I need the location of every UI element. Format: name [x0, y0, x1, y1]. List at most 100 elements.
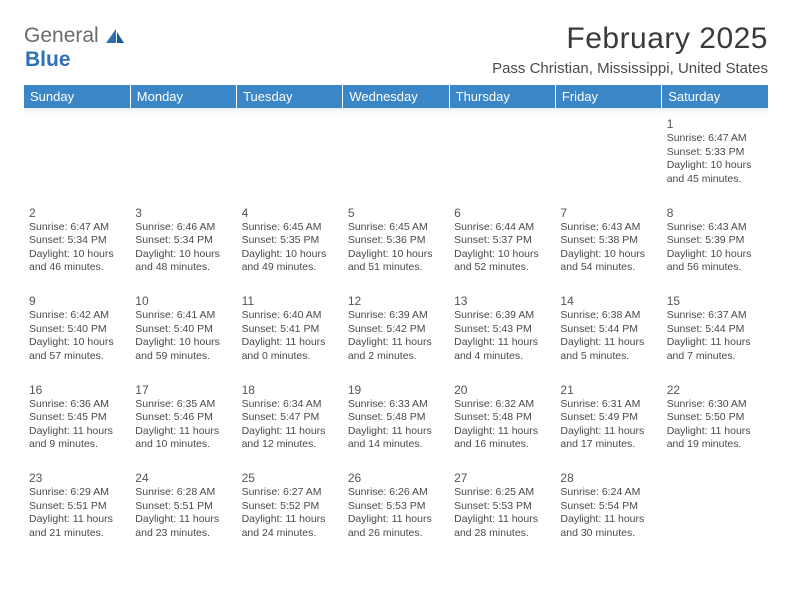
day-cell: 19Sunrise: 6:33 AMSunset: 5:48 PMDayligh… [343, 380, 449, 468]
month-title: February 2025 [492, 22, 768, 56]
day-cell: 18Sunrise: 6:34 AMSunset: 5:47 PMDayligh… [237, 380, 343, 468]
sunset-text: Sunset: 5:46 PM [135, 411, 231, 425]
sunrise-text: Sunrise: 6:46 AM [135, 221, 231, 235]
week-row: 1Sunrise: 6:47 AMSunset: 5:33 PMDaylight… [24, 114, 768, 202]
daylight-text: Daylight: 11 hours and 12 minutes. [242, 425, 338, 452]
day-cell: 9Sunrise: 6:42 AMSunset: 5:40 PMDaylight… [24, 291, 130, 379]
day-cell: 7Sunrise: 6:43 AMSunset: 5:38 PMDaylight… [555, 203, 661, 291]
day-number: 20 [454, 383, 550, 397]
sunrise-text: Sunrise: 6:24 AM [560, 486, 656, 500]
daylight-text: Daylight: 10 hours and 51 minutes. [348, 248, 444, 275]
day-info: Sunrise: 6:28 AMSunset: 5:51 PMDaylight:… [135, 486, 231, 541]
day-info: Sunrise: 6:24 AMSunset: 5:54 PMDaylight:… [560, 486, 656, 541]
empty-cell [343, 114, 449, 202]
weekday-header-row: SundayMondayTuesdayWednesdayThursdayFrid… [24, 85, 768, 108]
day-cell: 22Sunrise: 6:30 AMSunset: 5:50 PMDayligh… [662, 380, 768, 468]
sunset-text: Sunset: 5:53 PM [454, 500, 550, 514]
daylight-text: Daylight: 11 hours and 16 minutes. [454, 425, 550, 452]
day-number: 6 [454, 206, 550, 220]
day-number: 22 [667, 383, 763, 397]
location: Pass Christian, Mississippi, United Stat… [492, 60, 768, 77]
day-number: 15 [667, 294, 763, 308]
day-cell: 17Sunrise: 6:35 AMSunset: 5:46 PMDayligh… [130, 380, 236, 468]
sunrise-text: Sunrise: 6:44 AM [454, 221, 550, 235]
day-cell: 2Sunrise: 6:47 AMSunset: 5:34 PMDaylight… [24, 203, 130, 291]
sail-icon [104, 27, 126, 50]
daylight-text: Daylight: 11 hours and 23 minutes. [135, 513, 231, 540]
sunrise-text: Sunrise: 6:43 AM [560, 221, 656, 235]
day-cell: 26Sunrise: 6:26 AMSunset: 5:53 PMDayligh… [343, 468, 449, 556]
day-info: Sunrise: 6:33 AMSunset: 5:48 PMDaylight:… [348, 398, 444, 453]
sunrise-text: Sunrise: 6:38 AM [560, 309, 656, 323]
sunrise-text: Sunrise: 6:33 AM [348, 398, 444, 412]
sunset-text: Sunset: 5:44 PM [667, 323, 763, 337]
day-info: Sunrise: 6:38 AMSunset: 5:44 PMDaylight:… [560, 309, 656, 364]
sunset-text: Sunset: 5:38 PM [560, 234, 656, 248]
header: General Blue February 2025 Pass Christia… [24, 22, 768, 77]
week-row: 23Sunrise: 6:29 AMSunset: 5:51 PMDayligh… [24, 468, 768, 556]
day-number: 27 [454, 471, 550, 485]
daylight-text: Daylight: 11 hours and 19 minutes. [667, 425, 763, 452]
sunrise-text: Sunrise: 6:47 AM [667, 132, 763, 146]
daylight-text: Daylight: 10 hours and 54 minutes. [560, 248, 656, 275]
day-info: Sunrise: 6:39 AMSunset: 5:42 PMDaylight:… [348, 309, 444, 364]
logo-part2: Blue [25, 48, 71, 71]
sunrise-text: Sunrise: 6:45 AM [348, 221, 444, 235]
day-cell: 20Sunrise: 6:32 AMSunset: 5:48 PMDayligh… [449, 380, 555, 468]
day-number: 1 [667, 117, 763, 131]
daylight-text: Daylight: 11 hours and 2 minutes. [348, 336, 444, 363]
sunrise-text: Sunrise: 6:28 AM [135, 486, 231, 500]
day-cell: 24Sunrise: 6:28 AMSunset: 5:51 PMDayligh… [130, 468, 236, 556]
weekday-header: Wednesday [343, 85, 449, 108]
day-cell: 8Sunrise: 6:43 AMSunset: 5:39 PMDaylight… [662, 203, 768, 291]
day-number: 26 [348, 471, 444, 485]
day-cell: 25Sunrise: 6:27 AMSunset: 5:52 PMDayligh… [237, 468, 343, 556]
sunrise-text: Sunrise: 6:47 AM [29, 221, 125, 235]
daylight-text: Daylight: 11 hours and 9 minutes. [29, 425, 125, 452]
day-cell: 4Sunrise: 6:45 AMSunset: 5:35 PMDaylight… [237, 203, 343, 291]
day-info: Sunrise: 6:40 AMSunset: 5:41 PMDaylight:… [242, 309, 338, 364]
day-info: Sunrise: 6:31 AMSunset: 5:49 PMDaylight:… [560, 398, 656, 453]
day-info: Sunrise: 6:45 AMSunset: 5:35 PMDaylight:… [242, 221, 338, 276]
daylight-text: Daylight: 11 hours and 0 minutes. [242, 336, 338, 363]
sunset-text: Sunset: 5:49 PM [560, 411, 656, 425]
day-info: Sunrise: 6:25 AMSunset: 5:53 PMDaylight:… [454, 486, 550, 541]
day-cell: 10Sunrise: 6:41 AMSunset: 5:40 PMDayligh… [130, 291, 236, 379]
sunrise-text: Sunrise: 6:40 AM [242, 309, 338, 323]
day-cell: 6Sunrise: 6:44 AMSunset: 5:37 PMDaylight… [449, 203, 555, 291]
daylight-text: Daylight: 11 hours and 10 minutes. [135, 425, 231, 452]
daylight-text: Daylight: 11 hours and 24 minutes. [242, 513, 338, 540]
day-cell: 15Sunrise: 6:37 AMSunset: 5:44 PMDayligh… [662, 291, 768, 379]
empty-cell [449, 114, 555, 202]
sunset-text: Sunset: 5:36 PM [348, 234, 444, 248]
weekday-header: Sunday [24, 85, 130, 108]
week-row: 2Sunrise: 6:47 AMSunset: 5:34 PMDaylight… [24, 203, 768, 291]
week-row: 16Sunrise: 6:36 AMSunset: 5:45 PMDayligh… [24, 380, 768, 468]
sunrise-text: Sunrise: 6:35 AM [135, 398, 231, 412]
day-number: 5 [348, 206, 444, 220]
weekday-header: Saturday [662, 85, 768, 108]
day-number: 10 [135, 294, 231, 308]
day-cell: 23Sunrise: 6:29 AMSunset: 5:51 PMDayligh… [24, 468, 130, 556]
calendar-table: SundayMondayTuesdayWednesdayThursdayFrid… [24, 85, 768, 557]
day-cell: 13Sunrise: 6:39 AMSunset: 5:43 PMDayligh… [449, 291, 555, 379]
sunrise-text: Sunrise: 6:41 AM [135, 309, 231, 323]
logo: General Blue [24, 24, 126, 72]
sunrise-text: Sunrise: 6:45 AM [242, 221, 338, 235]
sunset-text: Sunset: 5:51 PM [29, 500, 125, 514]
day-number: 19 [348, 383, 444, 397]
daylight-text: Daylight: 11 hours and 26 minutes. [348, 513, 444, 540]
sunset-text: Sunset: 5:48 PM [348, 411, 444, 425]
day-number: 14 [560, 294, 656, 308]
daylight-text: Daylight: 11 hours and 7 minutes. [667, 336, 763, 363]
daylight-text: Daylight: 10 hours and 45 minutes. [667, 159, 763, 186]
sunset-text: Sunset: 5:50 PM [667, 411, 763, 425]
sunset-text: Sunset: 5:54 PM [560, 500, 656, 514]
sunrise-text: Sunrise: 6:34 AM [242, 398, 338, 412]
day-number: 28 [560, 471, 656, 485]
sunset-text: Sunset: 5:47 PM [242, 411, 338, 425]
sunset-text: Sunset: 5:48 PM [454, 411, 550, 425]
day-number: 25 [242, 471, 338, 485]
weekday-header: Monday [130, 85, 236, 108]
day-number: 9 [29, 294, 125, 308]
